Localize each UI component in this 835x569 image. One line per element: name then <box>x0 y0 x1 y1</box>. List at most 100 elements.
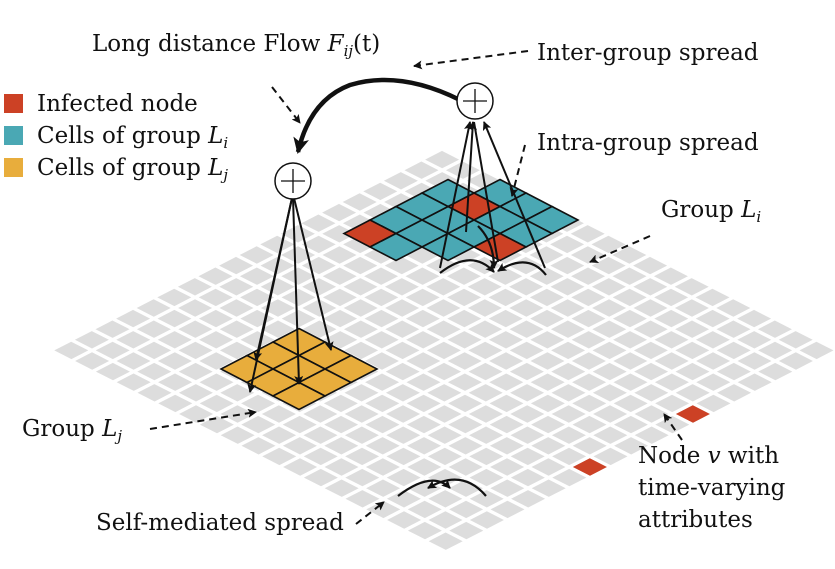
grid-node <box>365 415 400 434</box>
grid-node <box>509 299 544 317</box>
grid-node <box>177 278 212 296</box>
grid-node <box>490 479 525 497</box>
label-intra-group-spread: Intra-group spread <box>537 130 759 156</box>
grid-node <box>447 352 482 370</box>
grid-node <box>695 309 730 328</box>
grid-node <box>675 384 710 402</box>
grid-node <box>654 373 689 391</box>
grid-node <box>199 373 234 391</box>
grid-node <box>324 479 359 497</box>
grid-node <box>344 426 379 444</box>
grid-node <box>633 320 668 338</box>
grid-node <box>612 267 647 285</box>
grid-node <box>612 288 647 307</box>
grid-node <box>571 331 606 349</box>
grid-node <box>406 415 441 434</box>
grid-node <box>570 225 605 243</box>
grid-node <box>158 394 193 413</box>
grid-node <box>489 352 524 370</box>
grid-node <box>345 490 380 508</box>
grid-node <box>365 373 400 391</box>
grid-node <box>571 288 606 307</box>
grid-node <box>449 521 484 540</box>
grid-node <box>324 415 359 434</box>
grid-node <box>407 521 442 540</box>
grid-node <box>386 426 421 444</box>
grid-node <box>591 256 626 275</box>
grid-node <box>634 405 669 423</box>
grid-node <box>365 394 400 413</box>
grid-node <box>363 246 398 264</box>
grid-node <box>695 331 730 349</box>
grid-node <box>303 405 338 423</box>
grid-node <box>488 288 523 307</box>
grid-node <box>489 437 524 455</box>
grid-node <box>737 352 772 370</box>
grid-node <box>54 341 89 360</box>
grid-node <box>241 415 276 434</box>
grid-node <box>572 373 607 391</box>
label-self-mediated-spread: Self-mediated spread <box>96 510 344 536</box>
grid-node <box>696 373 731 391</box>
grid-node <box>261 320 296 338</box>
grid-node <box>530 331 565 349</box>
grid-node <box>508 256 543 275</box>
grid-node <box>445 161 480 179</box>
grid-node <box>219 256 254 275</box>
grid-node <box>446 267 481 285</box>
grid-node <box>488 331 523 349</box>
grid-node <box>614 437 649 455</box>
grid-node <box>344 341 379 360</box>
grid-node <box>301 214 336 232</box>
pointer-inter-group <box>413 50 529 70</box>
grid-node <box>365 458 400 476</box>
grid-node <box>531 479 566 497</box>
grid-node <box>136 320 171 338</box>
grid-node <box>198 288 233 307</box>
grid-node <box>407 500 442 519</box>
grid-node <box>179 405 214 423</box>
grid-node <box>198 309 233 328</box>
grid-node <box>199 352 234 370</box>
grid-node <box>469 426 504 444</box>
grid-node <box>364 331 399 349</box>
grid-node <box>364 352 399 370</box>
grid-node <box>343 256 378 275</box>
grid-node <box>488 309 523 328</box>
grid-node <box>240 331 275 349</box>
grid-node <box>448 458 483 476</box>
pointer-self-mediated <box>355 501 385 525</box>
grid-node <box>737 309 772 328</box>
legend-swatch-group-j <box>4 158 23 177</box>
grid-node <box>322 267 357 285</box>
legend-label-group-i: Cells of group Li <box>37 123 228 152</box>
grid-node <box>407 458 442 476</box>
grid-node <box>282 437 317 455</box>
grid-node <box>468 384 503 402</box>
pointer-group-j <box>149 408 257 430</box>
grid-node <box>468 405 503 423</box>
grid-node <box>199 331 234 349</box>
grid-node <box>428 490 463 508</box>
grid-node <box>137 384 172 402</box>
legend-label-infected: Infected node <box>37 91 198 117</box>
grid-node <box>469 490 504 508</box>
grid-node <box>280 225 315 243</box>
legend-swatch-group-i <box>4 126 23 145</box>
grid-node <box>530 394 565 413</box>
grid-node <box>364 267 399 285</box>
grid-node <box>384 256 419 275</box>
grid-node <box>262 426 297 444</box>
grid-node <box>283 458 318 476</box>
self-mediated-arrows <box>397 478 487 497</box>
grid-node <box>302 278 337 296</box>
grid-node <box>633 278 668 296</box>
grid-node <box>592 362 627 381</box>
grid-node <box>75 352 110 370</box>
grid-node <box>510 405 545 423</box>
grid-node <box>717 384 752 402</box>
long-distance-flow-arrow <box>293 77 462 154</box>
grid-node <box>778 352 813 370</box>
grid-node <box>366 500 401 519</box>
grid-node <box>427 405 462 423</box>
